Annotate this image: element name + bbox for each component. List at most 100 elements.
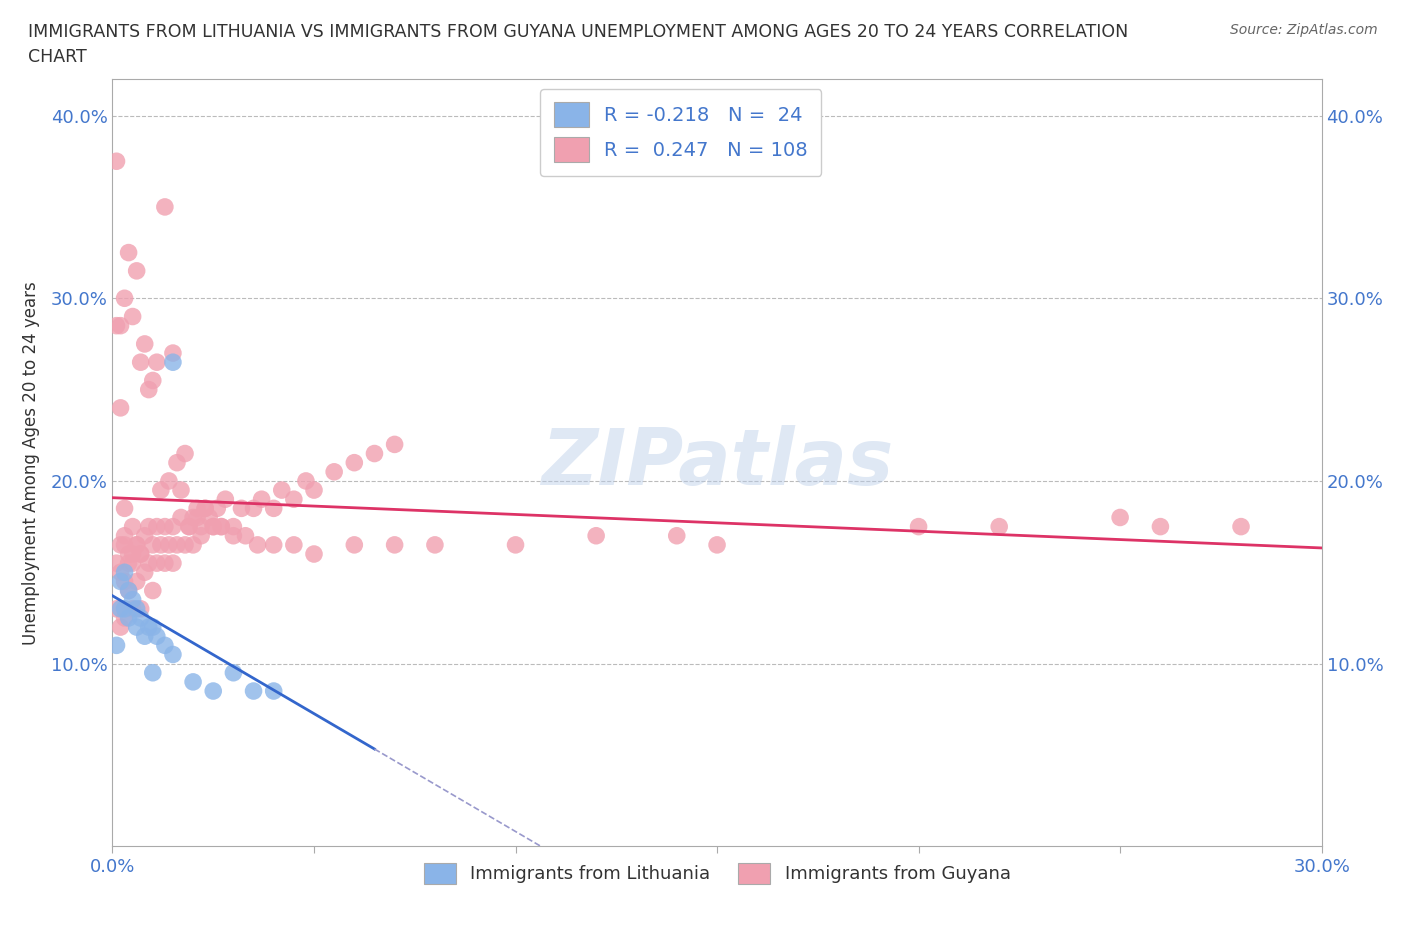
Point — [142, 373, 165, 388]
Point — [162, 647, 184, 662]
Point — [343, 538, 366, 552]
Point — [110, 574, 132, 589]
Point — [146, 629, 169, 644]
Point — [117, 246, 139, 260]
Point — [110, 565, 132, 579]
Point — [138, 556, 160, 571]
Point — [134, 565, 156, 579]
Point — [114, 538, 136, 552]
Point — [222, 528, 245, 543]
Point — [110, 401, 132, 416]
Point — [138, 619, 160, 634]
Point — [988, 519, 1011, 534]
Point — [302, 547, 325, 562]
Point — [110, 602, 132, 617]
Point — [114, 291, 136, 306]
Point — [166, 538, 188, 552]
Point — [162, 556, 184, 571]
Point — [190, 528, 212, 543]
Point — [121, 602, 143, 617]
Point — [505, 538, 527, 552]
Point — [129, 547, 152, 562]
Point — [1230, 519, 1253, 534]
Point — [114, 501, 136, 516]
Point — [149, 538, 172, 552]
Point — [198, 510, 221, 525]
Point — [174, 538, 197, 552]
Point — [343, 455, 366, 470]
Point — [270, 483, 292, 498]
Point — [125, 574, 148, 589]
Point — [105, 638, 128, 653]
Point — [162, 519, 184, 534]
Point — [157, 473, 180, 488]
Point — [105, 602, 128, 617]
Point — [121, 547, 143, 562]
Point — [283, 538, 305, 552]
Point — [665, 528, 688, 543]
Point — [129, 547, 152, 562]
Point — [110, 318, 132, 333]
Point — [907, 519, 929, 534]
Point — [105, 556, 128, 571]
Point — [146, 519, 169, 534]
Point — [177, 519, 200, 534]
Point — [142, 538, 165, 552]
Point — [162, 346, 184, 361]
Point — [222, 519, 245, 534]
Point — [117, 610, 139, 625]
Point — [121, 519, 143, 534]
Point — [110, 619, 132, 634]
Point — [202, 519, 225, 534]
Point — [134, 528, 156, 543]
Point — [194, 501, 217, 516]
Point — [142, 583, 165, 598]
Point — [181, 538, 204, 552]
Point — [207, 501, 229, 516]
Point — [125, 602, 148, 617]
Point — [134, 629, 156, 644]
Text: CHART: CHART — [28, 48, 87, 66]
Point — [105, 318, 128, 333]
Text: IMMIGRANTS FROM LITHUANIA VS IMMIGRANTS FROM GUYANA UNEMPLOYMENT AMONG AGES 20 T: IMMIGRANTS FROM LITHUANIA VS IMMIGRANTS … — [28, 23, 1129, 41]
Point — [186, 501, 208, 516]
Point — [129, 610, 152, 625]
Point — [166, 455, 188, 470]
Point — [174, 446, 197, 461]
Point — [142, 665, 165, 680]
Point — [142, 619, 165, 634]
Point — [363, 446, 385, 461]
Point — [114, 602, 136, 617]
Point — [585, 528, 607, 543]
Point — [117, 583, 139, 598]
Point — [125, 538, 148, 552]
Point — [231, 501, 253, 516]
Point — [153, 556, 176, 571]
Point — [1149, 519, 1171, 534]
Y-axis label: Unemployment Among Ages 20 to 24 years: Unemployment Among Ages 20 to 24 years — [21, 281, 39, 644]
Point — [246, 538, 269, 552]
Point — [129, 354, 152, 369]
Point — [105, 153, 128, 168]
Point — [121, 556, 143, 571]
Point — [202, 684, 225, 698]
Point — [706, 538, 728, 552]
Text: Source: ZipAtlas.com: Source: ZipAtlas.com — [1230, 23, 1378, 37]
Point — [170, 510, 193, 525]
Point — [138, 382, 160, 397]
Text: ZIPatlas: ZIPatlas — [541, 425, 893, 500]
Point — [114, 574, 136, 589]
Point — [121, 592, 143, 607]
Point — [295, 473, 318, 488]
Point — [138, 519, 160, 534]
Point — [250, 492, 273, 507]
Point — [263, 501, 285, 516]
Point — [117, 547, 139, 562]
Point — [263, 538, 285, 552]
Point — [209, 519, 232, 534]
Point — [125, 619, 148, 634]
Point — [125, 538, 148, 552]
Point — [153, 200, 176, 215]
Point — [235, 528, 257, 543]
Point — [222, 665, 245, 680]
